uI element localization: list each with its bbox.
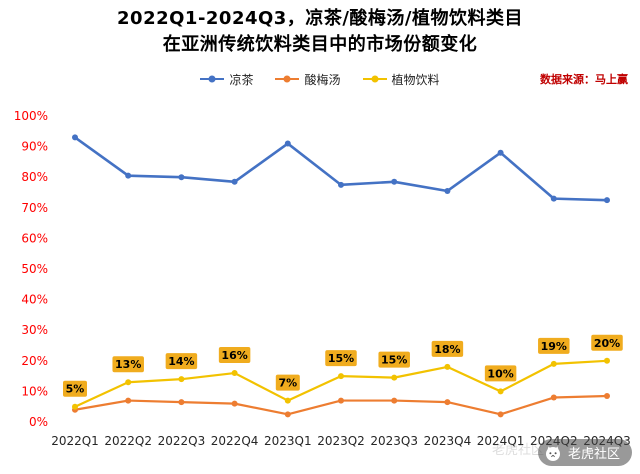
data-label-box — [378, 351, 410, 368]
data-label-box — [431, 340, 464, 357]
data-label: 15% — [381, 354, 407, 367]
x-axis-tick-label: 2023Q4 — [424, 434, 472, 448]
data-point — [497, 411, 504, 418]
data-label-box — [63, 380, 87, 397]
y-axis-tick-label: 100% — [14, 109, 48, 123]
data-point — [550, 195, 557, 202]
watermark-text: 老虎社区 — [567, 447, 620, 462]
data-point — [338, 181, 344, 188]
y-axis-tick-label: 20% — [21, 354, 48, 368]
y-axis-tick-label: 80% — [21, 170, 48, 184]
legend-label: 凉茶 — [229, 72, 254, 87]
watermark-ghost-text: 老虎社区 — [491, 443, 544, 458]
line-chart: 0% 10% 20% 30% 40% 50% 60% 70% 80% 90% 100% 2022Q1 2… — [14, 109, 631, 448]
data-point — [550, 360, 557, 367]
data-point — [284, 411, 291, 418]
data-label: 15% — [328, 352, 354, 365]
x-axis-tick-label: 2022Q2 — [104, 434, 152, 448]
data-point — [125, 172, 132, 179]
data-label-box — [218, 347, 251, 364]
data-point — [231, 400, 238, 407]
legend: 凉茶 酸梅汤 植物饮料 数据来源：马上赢 — [0, 68, 640, 90]
y-axis-tick-label: 0% — [29, 415, 48, 429]
legend-item-0: 凉茶 — [200, 71, 253, 88]
x-axis-tick-label: 2023Q3 — [370, 434, 418, 448]
data-point — [444, 187, 451, 194]
x-axis-tick-label: 2023Q1 — [264, 434, 312, 448]
source-note: 数据来源：马上赢 — [540, 73, 628, 86]
data-label: 14% — [168, 355, 194, 368]
data-label-box — [484, 365, 517, 382]
x-axis-tick-label: 2024Q1 — [477, 434, 525, 448]
data-point — [231, 178, 238, 185]
data-point — [72, 403, 78, 410]
data-point — [284, 397, 291, 404]
data-point — [550, 394, 557, 401]
data-label-box — [165, 353, 198, 370]
x-axis-tick-label: 2023Q2 — [317, 434, 365, 448]
legend-label: 酸梅汤 — [304, 72, 341, 87]
data-point — [391, 397, 398, 404]
data-point — [604, 357, 610, 364]
legend-item-2: 植物饮料 — [362, 71, 440, 88]
y-axis-tick-label: 70% — [21, 201, 48, 215]
y-axis-tick-label: 50% — [21, 262, 48, 276]
data-label-box — [538, 337, 570, 354]
chart-title-line2: 在亚洲传统饮料类目中的市场份额变化 — [162, 34, 478, 55]
tiger-logo-icon — [544, 444, 562, 462]
chart-title-line1: 2022Q1-2024Q3，凉茶/酸梅汤/植物饮料类目 — [117, 8, 523, 29]
data-point — [391, 374, 398, 381]
data-label: 20% — [594, 337, 620, 350]
data-label: 10% — [487, 367, 513, 380]
data-label: 18% — [434, 343, 460, 356]
data-point — [231, 370, 238, 377]
data-label: 5% — [66, 383, 85, 396]
data-label: 7% — [278, 377, 297, 390]
y-axis-tick-label: 60% — [21, 231, 48, 245]
data-label-box — [112, 356, 144, 373]
data-point — [125, 379, 132, 386]
legend-items: 凉茶 酸梅汤 植物饮料 — [200, 71, 440, 88]
data-point — [604, 197, 610, 204]
data-label: 19% — [541, 340, 567, 353]
legend-marker-icon — [275, 75, 300, 83]
data-point — [604, 392, 610, 399]
legend-label: 植物饮料 — [391, 72, 440, 87]
data-point — [497, 388, 504, 395]
data-label-box — [325, 350, 357, 367]
x-axis-tick-label: 2022Q3 — [158, 434, 206, 448]
y-axis-tick-label: 10% — [21, 384, 48, 398]
data-point — [125, 397, 132, 404]
data-point — [338, 373, 344, 380]
x-axis-tick-label: 2022Q1 — [51, 434, 99, 448]
y-axis-tick-label: 40% — [21, 293, 48, 307]
data-point — [178, 376, 185, 383]
data-label: 13% — [115, 358, 141, 371]
data-point — [391, 178, 398, 185]
data-point — [178, 174, 185, 181]
data-label-box — [275, 374, 300, 391]
data-point — [444, 399, 451, 406]
data-label: 16% — [221, 349, 247, 362]
legend-marker-icon — [362, 75, 387, 83]
data-point — [284, 140, 291, 147]
data-point — [178, 399, 185, 406]
y-axis-tick-label: 90% — [21, 140, 48, 154]
legend-item-1: 酸梅汤 — [275, 71, 341, 88]
y-axis-tick-label: 30% — [21, 323, 48, 337]
data-point — [338, 397, 344, 404]
legend-marker-icon — [200, 75, 225, 83]
data-label-box — [591, 334, 623, 351]
chart-title: 2022Q1-2024Q3，凉茶/酸梅汤/植物饮料类目 在亚洲传统饮料类目中的市… — [0, 6, 640, 58]
x-axis-tick-label: 2022Q4 — [211, 434, 259, 448]
watermark-badge: 老虎社区 — [537, 439, 632, 466]
data-point — [72, 134, 78, 141]
data-point — [444, 363, 451, 370]
series-line-0 — [74, 136, 608, 202]
data-point — [497, 149, 504, 156]
